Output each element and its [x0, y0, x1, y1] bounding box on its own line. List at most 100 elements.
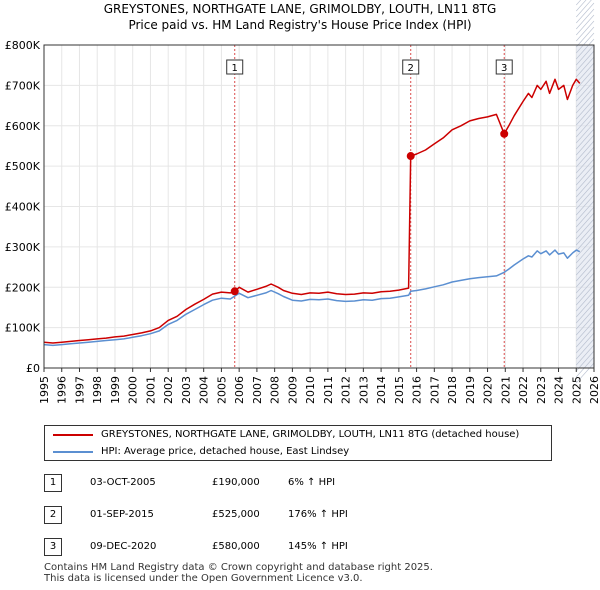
future-hatch-line: [576, 74, 595, 96]
x-tick-label: 2002: [162, 376, 175, 404]
x-tick-label: 1996: [56, 376, 69, 404]
y-tick-label: £400K: [5, 201, 41, 214]
sale-hpi-1: 6% ↑ HPI: [288, 477, 336, 488]
x-tick-label: 2000: [127, 376, 140, 404]
sale-price-2: £525,000: [212, 509, 260, 520]
sale-hpi-3: 145% ↑ HPI: [288, 541, 348, 552]
sale-date-2: 01-SEP-2015: [90, 509, 154, 520]
footer-copyright: Contains HM Land Registry data © Crown c…: [44, 562, 433, 573]
future-hatch-line: [576, 8, 595, 30]
x-tick-label: 2025: [570, 376, 583, 404]
future-hatch-line: [576, 140, 595, 162]
y-tick-label: £100K: [5, 322, 41, 335]
future-hatch-line: [576, 332, 595, 354]
x-tick-label: 1997: [73, 376, 86, 404]
future-hatch-line: [576, 308, 595, 330]
y-tick-label: £200K: [5, 281, 41, 294]
future-hatch-line: [576, 236, 595, 258]
future-hatch-line: [576, 200, 595, 222]
sale-point: [230, 287, 239, 296]
future-hatch-line: [576, 362, 595, 384]
hpi-line: [43, 249, 581, 347]
future-hatch-line: [576, 134, 595, 156]
future-hatch-line: [576, 338, 595, 360]
future-hatch-line: [576, 188, 595, 210]
sale-chart-badge-label: 2: [408, 63, 414, 74]
x-tick-label: 2026: [588, 376, 600, 404]
future-hatch-line: [576, 206, 595, 228]
x-tick-label: 2014: [375, 376, 388, 404]
future-hatch-line: [576, 212, 595, 234]
chart-legend: GREYSTONES, NORTHGATE LANE, GRIMOLDBY, L…: [44, 425, 552, 461]
future-hatch-line: [576, 182, 595, 204]
sale-date-3: 09-DEC-2020: [90, 541, 157, 552]
future-hatch-line: [576, 176, 595, 198]
sale-badge-1: 1: [44, 474, 62, 492]
x-tick-label: 2018: [446, 376, 459, 404]
x-tick-label: 2016: [411, 376, 424, 404]
legend-swatch-hpi: [53, 451, 93, 453]
future-hatch-line: [576, 218, 595, 240]
x-tick-label: 2020: [482, 376, 495, 404]
future-hatch-line: [576, 116, 595, 138]
future-hatch-line: [576, 98, 595, 120]
x-tick-label: 2013: [357, 376, 370, 404]
future-hatch-line: [576, 314, 595, 336]
future-hatch-line: [576, 80, 595, 102]
future-hatch-line: [576, 320, 595, 342]
future-hatch-line: [576, 158, 595, 180]
x-tick-label: 2021: [499, 376, 512, 404]
future-hatch-line: [576, 0, 587, 12]
sale-chart-badge: [495, 59, 513, 75]
x-tick-label: 2011: [322, 376, 335, 404]
y-tick-label: £0: [26, 362, 40, 375]
x-tick-label: 2004: [198, 376, 211, 404]
price-chart: 1 2 3 £0 £100K £200K £300K £400K £500K £600K £700…: [5, 0, 600, 404]
y-tick-label: £600K: [5, 120, 41, 133]
sale-price-1: £190,000: [212, 477, 260, 488]
future-hatch-line: [576, 110, 595, 132]
sale-chart-badge-label: 1: [232, 63, 238, 74]
future-hatch-line: [576, 278, 595, 300]
y-tick-label: £300K: [5, 241, 41, 254]
x-tick-label: 2019: [464, 376, 477, 404]
future-hatch-line: [576, 14, 595, 36]
sale-hpi-2: 176% ↑ HPI: [288, 509, 348, 520]
future-hatch-line: [576, 194, 595, 216]
future-hatch-line: [576, 152, 595, 174]
future-hatch-line: [576, 170, 595, 192]
future-hatch-line: [576, 284, 595, 306]
future-hatch-line: [576, 356, 595, 378]
x-tick-label: 2008: [269, 376, 282, 404]
x-tick-label: 2017: [428, 376, 441, 404]
future-hatch-line: [576, 290, 595, 312]
future-hatch-line: [576, 266, 595, 288]
sale-chart-badge-label: 3: [501, 63, 507, 74]
future-hatch-line: [576, 44, 595, 66]
property-price-line: [43, 78, 581, 344]
x-tick-label: 2003: [180, 376, 193, 404]
future-hatch-line: [576, 164, 595, 186]
future-hatch-line: [576, 128, 595, 150]
future-hatch-line: [576, 122, 595, 144]
x-tick-label: 2006: [233, 376, 246, 404]
x-tick-label: 2023: [535, 376, 548, 404]
plot-frame: [43, 44, 595, 369]
footer-licence: This data is licensed under the Open Gov…: [44, 573, 363, 584]
future-hatch-line: [576, 242, 595, 264]
x-tick-label: 1995: [38, 376, 51, 404]
x-tick-label: 2005: [215, 376, 228, 404]
future-hatch-line: [576, 38, 595, 60]
future-hatch-line: [576, 248, 595, 270]
x-tick-label: 2010: [304, 376, 317, 404]
x-tick-label: 2007: [251, 376, 264, 404]
future-hatch-line: [576, 296, 595, 318]
future-hatch-line: [576, 146, 595, 168]
future-hatch-line: [576, 344, 595, 366]
sale-point: [406, 152, 415, 161]
future-hatch-line: [576, 260, 595, 282]
future-hatch-line: [576, 224, 595, 246]
sale-date-1: 03-OCT-2005: [90, 477, 156, 488]
x-tick-label: 2024: [553, 376, 566, 404]
chart-title: GREYSTONES, NORTHGATE LANE, GRIMOLDBY, L…: [103, 2, 497, 16]
